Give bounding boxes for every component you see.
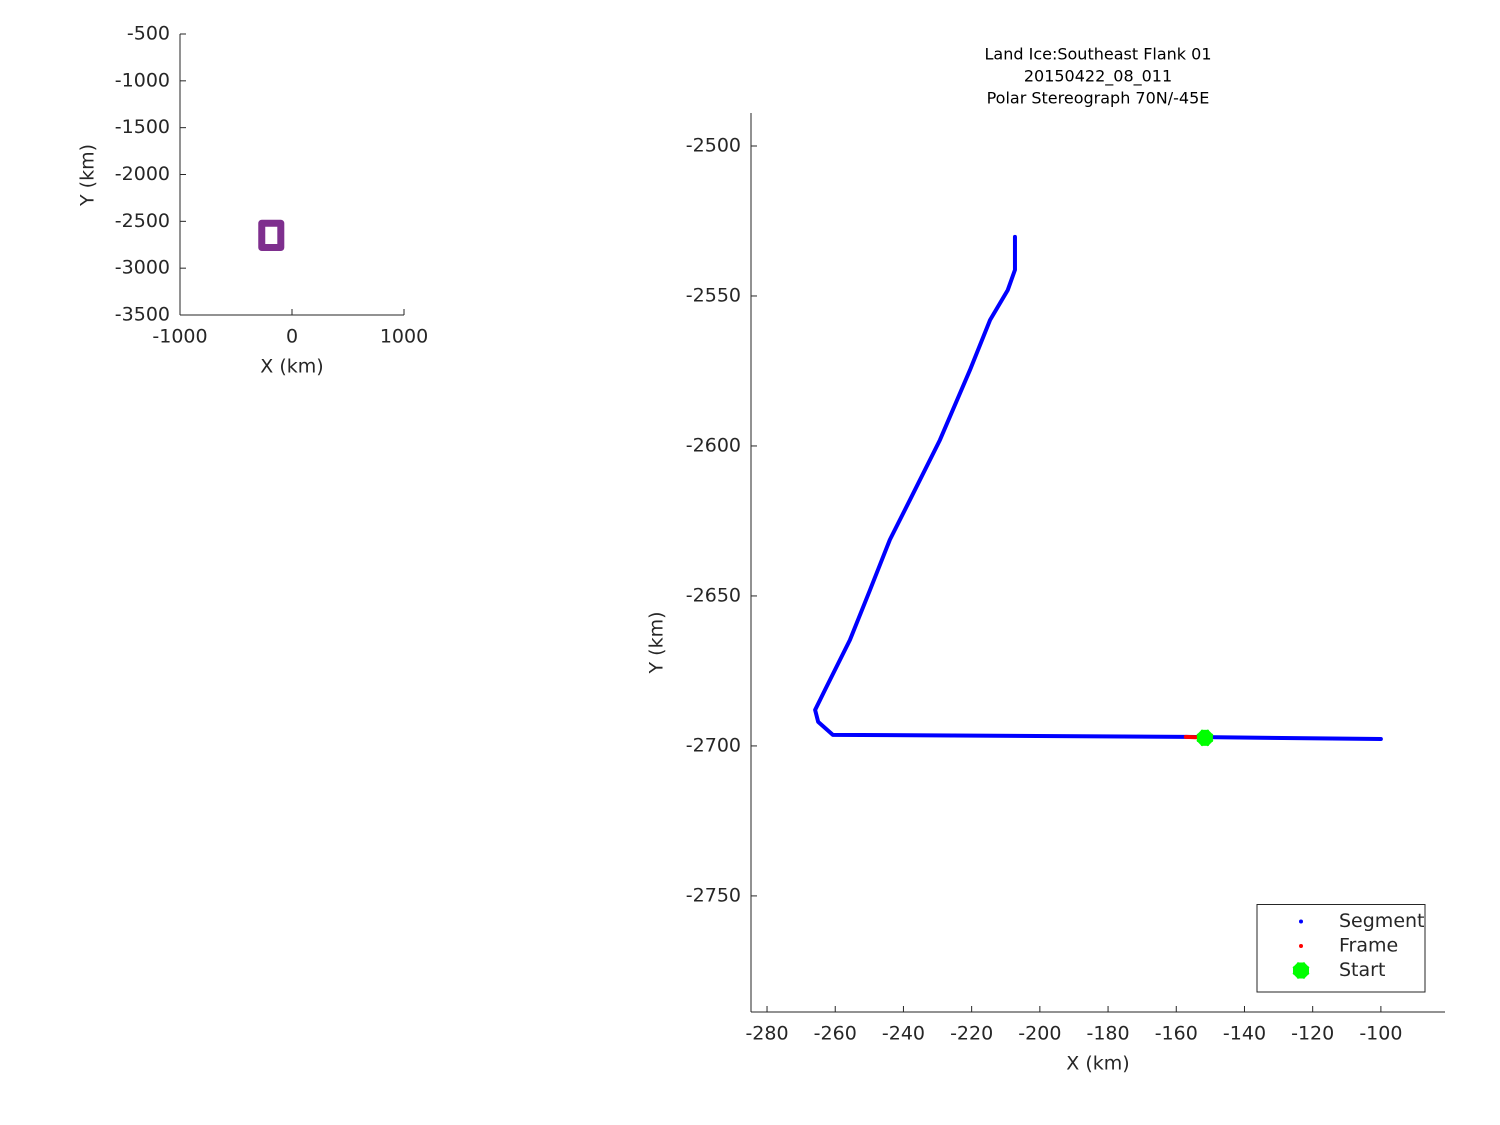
y-tick-label: -1000: [115, 69, 170, 91]
legend-marker: [1292, 962, 1310, 979]
chart-title: 20150422_08_011: [1024, 67, 1172, 87]
y-tick-label: -2600: [686, 434, 741, 456]
x-tick-label: 1000: [380, 326, 428, 348]
legend-marker: [1299, 919, 1303, 924]
track-line: [813, 234, 1383, 742]
y-tick-label: -2550: [686, 284, 741, 306]
legend-label: Frame: [1339, 935, 1398, 957]
y-tick-label: -2700: [686, 734, 741, 756]
x-tick-label: -180: [1086, 1023, 1129, 1045]
x-tick-label: -280: [745, 1023, 788, 1045]
x-tick-label: -260: [814, 1023, 857, 1045]
y-axis-label: Y (km): [646, 612, 668, 675]
marker-part: [1196, 729, 1214, 747]
x-axis-label: X (km): [1066, 1053, 1129, 1075]
chart-title: Land Ice:Southeast Flank 01: [985, 45, 1212, 64]
x-tick-label: -160: [1155, 1023, 1198, 1045]
track-line: [258, 219, 285, 252]
y-tick-label: -2500: [115, 210, 170, 232]
x-tick-label: -240: [882, 1023, 925, 1045]
x-tick-label: -1000: [152, 326, 207, 348]
marker-part: [1292, 962, 1310, 979]
x-tick-label: -220: [950, 1023, 993, 1045]
y-tick-label: -2500: [686, 134, 741, 156]
y-tick-label: -3000: [115, 257, 170, 279]
legend-label: Start: [1339, 959, 1385, 981]
x-tick-label: -100: [1359, 1023, 1402, 1045]
x-axis-label: X (km): [260, 356, 323, 378]
start-marker: [1196, 729, 1214, 747]
y-axis-label: Y (km): [77, 144, 99, 207]
legend-box: [1256, 904, 1426, 993]
legend-label: Segment: [1339, 910, 1425, 932]
y-tick-label: -1500: [115, 116, 170, 138]
x-tick-label: -140: [1223, 1023, 1266, 1045]
y-tick-label: -2750: [686, 884, 741, 906]
x-tick-label: -120: [1291, 1023, 1334, 1045]
y-tick-label: -2650: [686, 584, 741, 606]
y-tick-label: -500: [127, 23, 170, 45]
x-tick-label: -200: [1018, 1023, 1061, 1045]
y-tick-label: -3500: [115, 304, 170, 326]
legend-marker: [1299, 944, 1303, 948]
x-tick-label: 0: [286, 326, 298, 348]
y-tick-label: -2000: [115, 163, 170, 185]
chart-title: Polar Stereograph 70N/-45E: [987, 89, 1210, 108]
